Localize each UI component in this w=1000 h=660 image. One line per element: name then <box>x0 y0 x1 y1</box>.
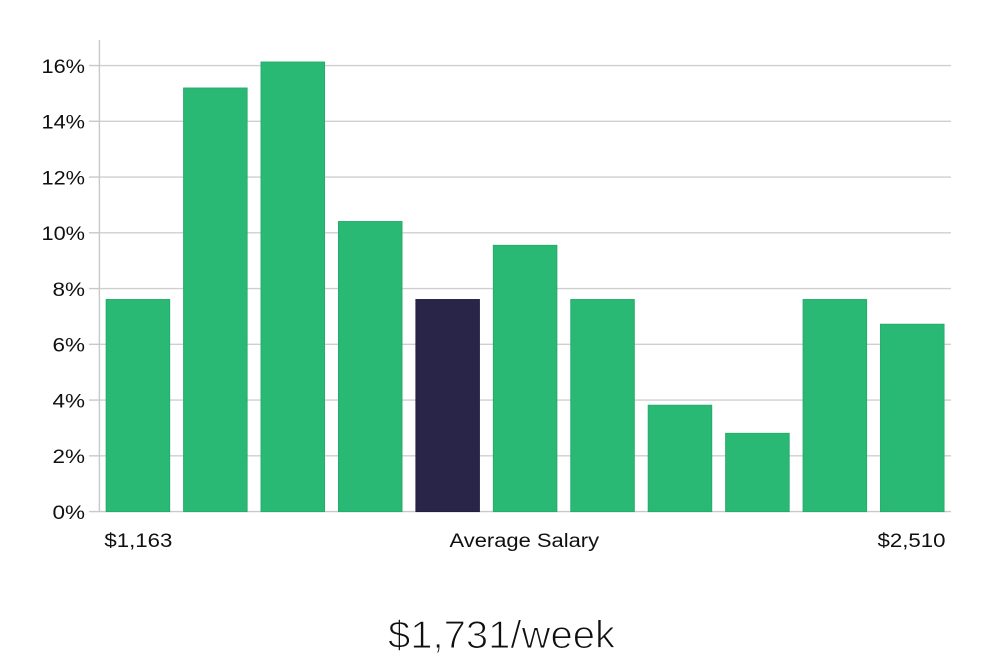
svg-text:16%: 16% <box>42 57 86 78</box>
svg-text:0%: 0% <box>53 503 86 524</box>
svg-text:8%: 8% <box>53 280 86 301</box>
svg-text:2%: 2% <box>53 447 86 468</box>
svg-text:4%: 4% <box>53 392 86 413</box>
svg-text:Average Salary: Average Salary <box>450 531 600 552</box>
svg-text:$1,731/week: $1,731/week <box>388 614 616 657</box>
svg-text:$1,163: $1,163 <box>104 531 172 552</box>
svg-text:12%: 12% <box>42 168 86 189</box>
svg-text:14%: 14% <box>42 113 86 134</box>
svg-text:10%: 10% <box>42 224 86 245</box>
svg-text:$2,510: $2,510 <box>878 531 946 552</box>
svg-text:6%: 6% <box>53 336 86 357</box>
